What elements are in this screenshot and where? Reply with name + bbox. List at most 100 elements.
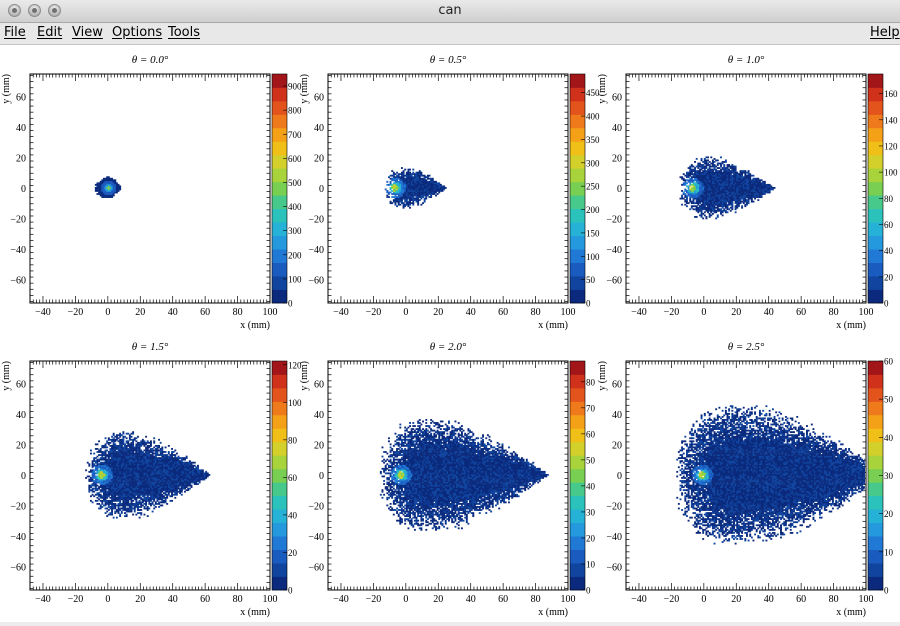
palette-band xyxy=(868,249,883,263)
y-tick-label: 40 xyxy=(16,123,26,134)
palette-band xyxy=(570,195,585,209)
palette-tick-label: 0 xyxy=(586,299,591,309)
menu-edit[interactable]: Edit xyxy=(37,25,62,40)
palette-band xyxy=(272,577,287,591)
y-tick-label: 0 xyxy=(21,471,26,482)
y-tick-label: −40 xyxy=(606,532,622,543)
palette-band xyxy=(570,388,585,402)
x-tick-label: 100 xyxy=(561,594,576,605)
y-tick-label: 60 xyxy=(612,92,622,103)
palette-band xyxy=(570,577,585,591)
y-tick-label: −40 xyxy=(308,532,324,543)
menu-options[interactable]: Options xyxy=(112,25,162,40)
palette-band xyxy=(570,236,585,250)
x-tick-label: −40 xyxy=(333,307,349,318)
y-tick-label: 60 xyxy=(16,379,26,390)
palette-band xyxy=(868,182,883,196)
palette-band xyxy=(570,209,585,223)
y-tick-label: 20 xyxy=(16,153,26,164)
y-tick-label: −40 xyxy=(10,245,26,256)
palette-band xyxy=(570,509,585,523)
palette-tick-label: 120 xyxy=(884,141,898,151)
palette-band xyxy=(272,290,287,304)
palette-band xyxy=(868,442,883,456)
palette-tick-label: 500 xyxy=(288,178,302,188)
y-tick-label: 40 xyxy=(314,123,324,134)
y-tick-label: 40 xyxy=(612,410,622,421)
y-tick-label: 0 xyxy=(21,184,26,195)
palette-band xyxy=(272,236,287,250)
x-tick-label: 60 xyxy=(498,307,508,318)
palette-tick-label: 300 xyxy=(586,158,600,168)
x-tick-label: 80 xyxy=(233,307,243,318)
palette-band xyxy=(868,114,883,128)
y-tick-label: −60 xyxy=(308,563,324,574)
y-tick-label: −40 xyxy=(606,245,622,256)
menu-view[interactable]: View xyxy=(72,25,103,40)
palette-tick-label: 200 xyxy=(288,250,302,260)
palette-tick-label: 100 xyxy=(288,398,302,408)
palette-tick-label: 80 xyxy=(884,194,894,204)
window-title: can xyxy=(0,3,900,18)
x-tick-label: 60 xyxy=(200,307,210,318)
palette-tick-label: 250 xyxy=(586,182,600,192)
palette-band xyxy=(272,101,287,115)
palette-band xyxy=(570,141,585,155)
palette-tick-label: 100 xyxy=(884,168,898,178)
y-tick-label: −40 xyxy=(308,245,324,256)
y-tick-label: −60 xyxy=(606,563,622,574)
x-tick-label: −40 xyxy=(35,594,51,605)
palette-band xyxy=(868,209,883,223)
palette-band xyxy=(272,114,287,128)
menu-file[interactable]: File xyxy=(4,25,26,40)
palette-band xyxy=(272,182,287,196)
x-tick-label: −40 xyxy=(631,594,647,605)
palette-tick-label: 400 xyxy=(288,202,302,212)
palette-tick-label: 20 xyxy=(884,272,894,282)
palette-tick-label: 100 xyxy=(288,274,302,284)
window-titlebar: can xyxy=(0,0,900,23)
palette-tick-label: 40 xyxy=(586,481,596,491)
menu-help[interactable]: Help xyxy=(870,25,900,40)
panel-title: θ = 2.0° xyxy=(430,341,467,353)
palette-band xyxy=(570,361,585,375)
y-tick-label: 20 xyxy=(16,440,26,451)
palette-tick-label: 600 xyxy=(288,154,302,164)
palette-tick-label: 60 xyxy=(586,429,596,439)
palette-band xyxy=(570,87,585,101)
y-tick-label: 60 xyxy=(612,379,622,390)
palette-band xyxy=(868,168,883,182)
palette-tick-label: 20 xyxy=(884,509,894,519)
x-tick-label: −20 xyxy=(68,307,84,318)
palette-band xyxy=(570,563,585,577)
y-tick-label: 0 xyxy=(617,184,622,195)
palette-band xyxy=(272,263,287,277)
y-tick-label: 0 xyxy=(319,184,324,195)
palette-band xyxy=(570,442,585,456)
palette-band xyxy=(570,114,585,128)
x-tick-label: 80 xyxy=(829,307,839,318)
x-tick-label: 100 xyxy=(859,307,874,318)
x-axis-label: x (mm) xyxy=(538,320,568,331)
palette-tick-label: 0 xyxy=(586,586,591,596)
palette-tick-label: 70 xyxy=(586,403,596,413)
x-tick-label: 100 xyxy=(859,594,874,605)
palette-tick-label: 800 xyxy=(288,106,302,116)
y-tick-label: −20 xyxy=(308,215,324,226)
menu-tools[interactable]: Tools xyxy=(168,25,200,40)
y-tick-label: 20 xyxy=(612,440,622,451)
x-tick-label: 100 xyxy=(263,594,278,605)
x-tick-label: 40 xyxy=(764,594,774,605)
y-tick-label: −60 xyxy=(10,276,26,287)
palette-tick-label: 60 xyxy=(288,473,298,483)
x-tick-label: 60 xyxy=(796,594,806,605)
panel-title: θ = 0.5° xyxy=(430,54,467,66)
palette-band xyxy=(570,428,585,442)
palette-band xyxy=(272,442,287,456)
palette-tick-label: 40 xyxy=(884,433,894,443)
x-tick-label: 40 xyxy=(466,594,476,605)
